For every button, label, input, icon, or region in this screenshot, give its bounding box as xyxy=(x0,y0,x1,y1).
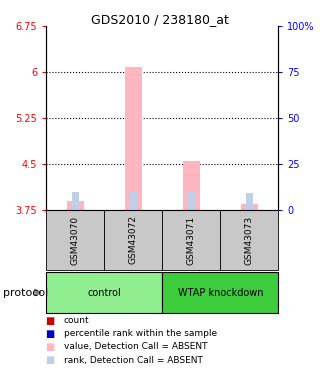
Text: percentile rank within the sample: percentile rank within the sample xyxy=(64,329,217,338)
Bar xyxy=(246,193,253,210)
Text: ■: ■ xyxy=(45,342,54,352)
Text: GSM43072: GSM43072 xyxy=(129,216,138,264)
Bar xyxy=(220,210,278,270)
Text: rank, Detection Call = ABSENT: rank, Detection Call = ABSENT xyxy=(64,356,203,364)
Text: GSM43070: GSM43070 xyxy=(71,215,80,265)
Bar xyxy=(162,210,220,270)
Bar xyxy=(130,192,137,210)
Text: GDS2010 / 238180_at: GDS2010 / 238180_at xyxy=(91,13,229,26)
Bar xyxy=(72,192,79,210)
Bar xyxy=(183,161,200,210)
Text: control: control xyxy=(88,288,121,297)
Bar xyxy=(241,204,258,210)
Text: ■: ■ xyxy=(45,316,54,326)
Text: WTAP knockdown: WTAP knockdown xyxy=(178,288,263,297)
Text: ■: ■ xyxy=(45,355,54,365)
Bar xyxy=(125,67,141,210)
Bar xyxy=(46,272,162,313)
Text: GSM43071: GSM43071 xyxy=(187,215,196,265)
Text: protocol: protocol xyxy=(3,288,48,297)
Bar xyxy=(46,210,104,270)
Bar xyxy=(162,272,278,313)
Bar xyxy=(67,201,84,210)
Text: ■: ■ xyxy=(45,329,54,339)
Text: value, Detection Call = ABSENT: value, Detection Call = ABSENT xyxy=(64,342,207,351)
Bar xyxy=(188,192,195,210)
Text: GSM43073: GSM43073 xyxy=(245,215,254,265)
Bar xyxy=(104,210,162,270)
Text: count: count xyxy=(64,316,90,325)
